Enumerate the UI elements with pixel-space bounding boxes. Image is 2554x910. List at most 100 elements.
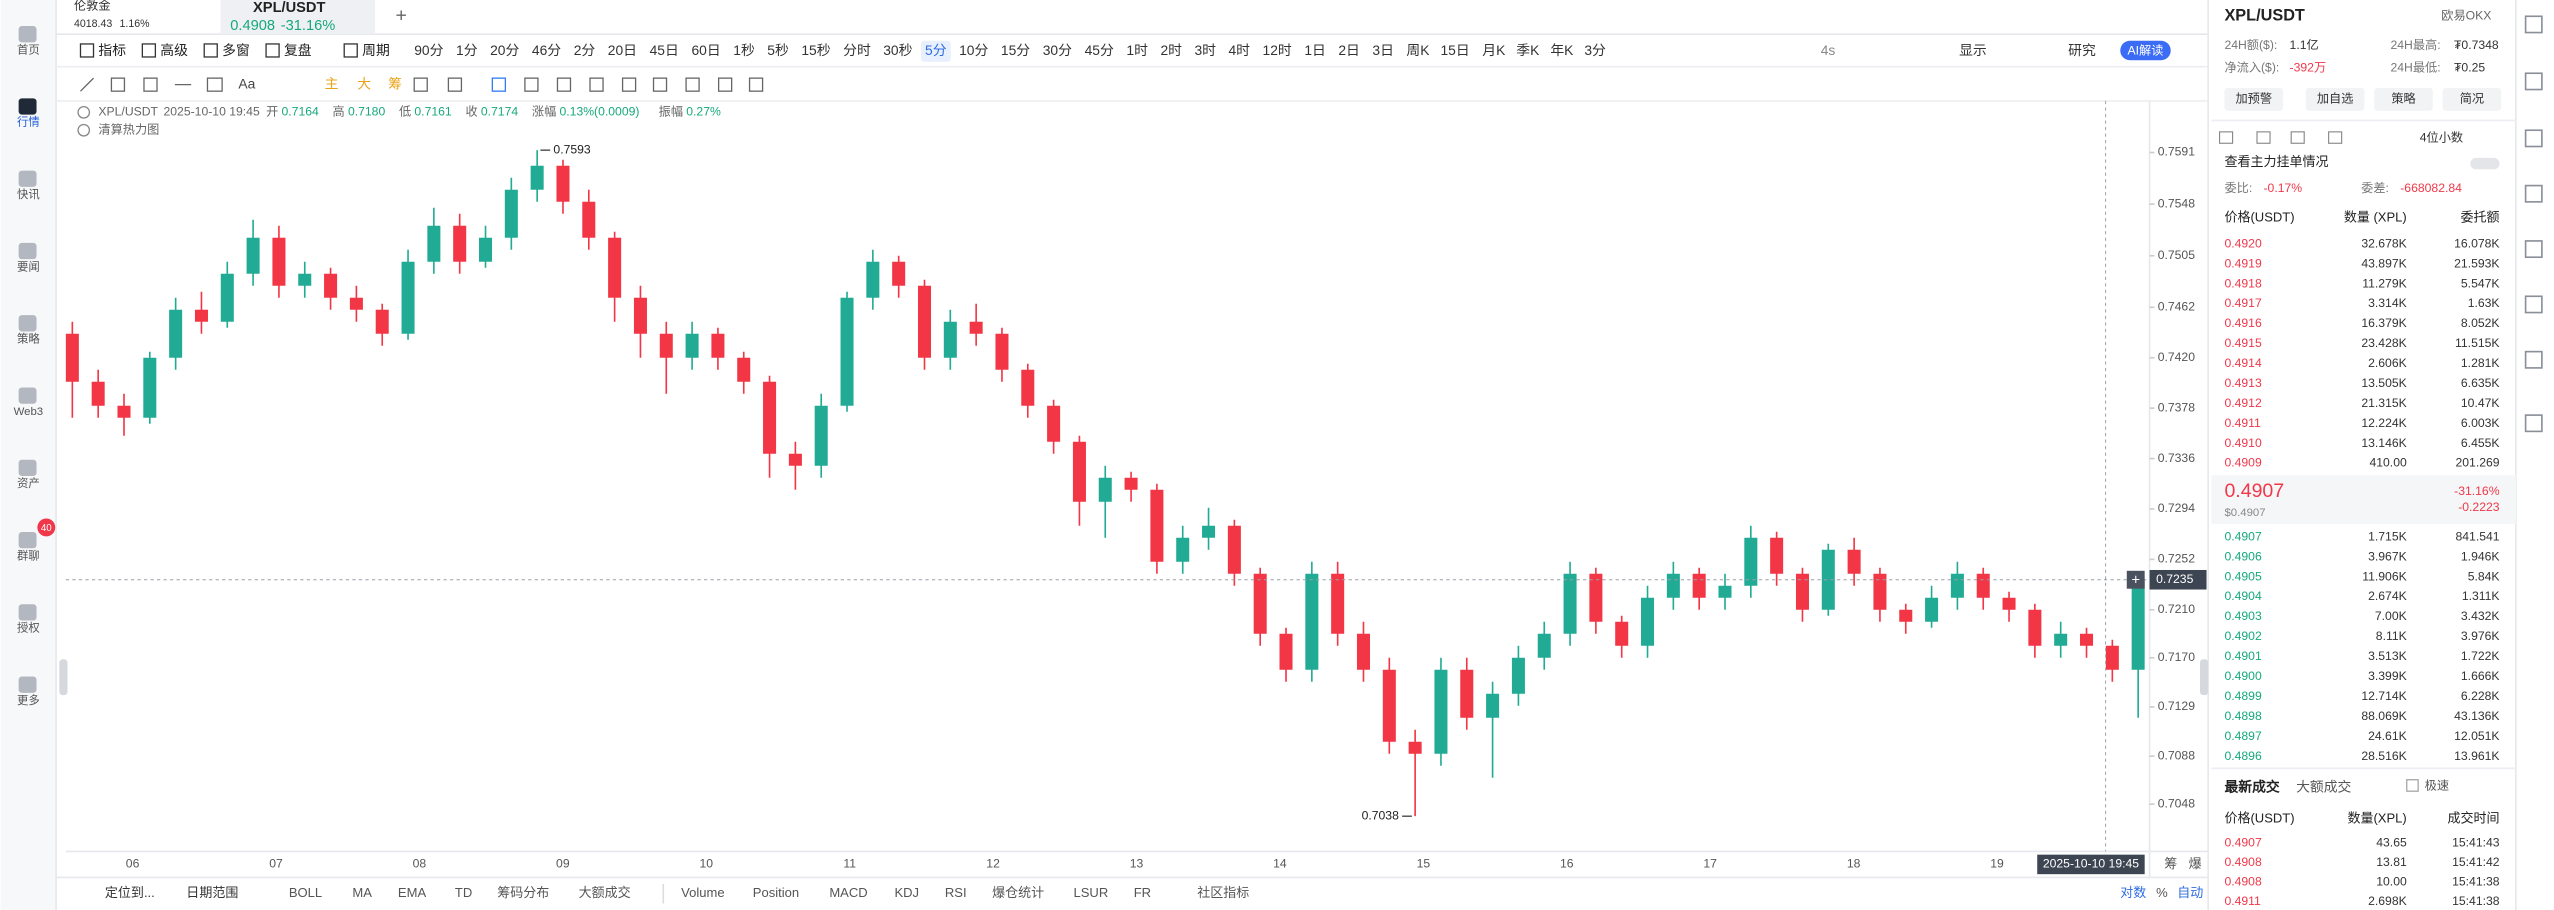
precision-select[interactable]: 4位小数 [2420,130,2463,145]
icon[interactable] [447,77,463,92]
scale-option[interactable]: 自动 [2177,885,2203,900]
draw-tool[interactable]: Aa [238,75,255,91]
toolbar-button[interactable]: 指标 [98,42,126,58]
locate-button[interactable]: 定位到... [105,885,155,900]
icon[interactable] [652,77,668,92]
toggle[interactable] [2470,157,2500,170]
sub-indicator[interactable]: FR [1134,885,1151,900]
collapse-handle[interactable] [2200,659,2209,696]
sub-indicator[interactable]: KDJ [894,885,919,900]
panel-button-bg[interactable] [2305,87,2365,111]
fast-option[interactable]: 极速 [2425,778,2449,792]
crosshair-plus-bg[interactable] [2126,570,2145,589]
depth-link[interactable]: 查看主力挂单情况 [2224,154,2328,169]
exchange[interactable]: 欧易OKX [2441,8,2491,22]
toolbar-right[interactable]: 4s [1821,42,1836,58]
toolbar-button[interactable]: 多窗 [222,42,250,58]
nav-label[interactable]: 首页 [17,42,40,56]
panel-button-bg[interactable] [2224,87,2284,111]
icon[interactable] [685,77,700,92]
icon[interactable] [143,77,158,92]
period-button[interactable]: 45日 [650,42,679,58]
checkbox[interactable] [2406,779,2419,792]
icon[interactable] [2524,15,2543,34]
axis-tag[interactable]: 爆 [2189,856,2202,871]
panel-button-bg[interactable] [2374,87,2433,111]
period-button[interactable]: 1秒 [733,42,755,58]
period-button[interactable]: 2时 [1160,42,1182,58]
period-button[interactable]: 1分 [456,42,478,58]
icon[interactable] [2524,295,2543,314]
main-indicator[interactable]: TD [455,885,472,900]
icon[interactable] [2524,72,2543,91]
sub-indicator[interactable]: LSUR [1074,885,1109,900]
icon[interactable] [80,77,94,92]
icon[interactable] [2524,129,2543,148]
nav-icon[interactable] [18,387,37,404]
add-tab[interactable]: + [395,4,406,26]
icon[interactable] [717,77,733,92]
period-button[interactable]: 30秒 [883,42,912,58]
book-view-icon[interactable] [2290,131,2305,144]
panel-button[interactable]: 加预警 [2235,91,2272,106]
nav-label[interactable]: 资产 [17,476,40,490]
period-button[interactable]: 2日 [1338,42,1360,58]
toolbar-button[interactable]: 高级 [160,42,188,58]
panel-button-bg[interactable] [2442,87,2502,111]
panel-button[interactable]: 加自选 [2317,92,2354,106]
trade-tab[interactable]: 大额成交 [2296,779,2351,795]
period-button[interactable]: 2分 [574,42,596,58]
sub-indicator[interactable]: MACD [829,885,867,900]
period-button[interactable]: 30分 [1043,42,1072,58]
period-button[interactable]: 1时 [1126,42,1148,58]
draw-tool[interactable]: 筹 [388,75,402,91]
nav-icon[interactable] [18,532,37,549]
nav-label[interactable]: 行情 [17,116,40,129]
period-button[interactable]: 90分 [414,42,443,58]
panel-button[interactable]: 策略 [2391,91,2415,106]
period-button[interactable]: 季K [1516,42,1540,58]
period-button[interactable]: 5分 [925,42,947,58]
period-button[interactable]: 15秒 [801,42,830,58]
axis-tag[interactable]: 筹 [2164,856,2177,871]
period-button[interactable]: 3分 [1584,42,1606,58]
icon[interactable] [748,77,764,92]
main-indicator[interactable]: 大额成交 [579,885,631,900]
period-button[interactable]: 年K [1550,42,1574,58]
ai-button-bg[interactable] [2120,40,2171,61]
nav-label[interactable]: 更多 [17,693,40,707]
draw-tool[interactable]: 大 [357,75,371,91]
period-button[interactable]: 46分 [532,42,561,58]
period-button[interactable]: 周K [1406,42,1430,58]
icon[interactable] [2524,414,2543,433]
scale-option[interactable]: 对数 [2120,885,2146,900]
nav-icon[interactable] [18,242,37,260]
period-button[interactable]: 1日 [1304,42,1326,58]
period-button[interactable]: 45分 [1085,42,1114,58]
eye-icon[interactable] [77,105,91,119]
toolbar-button[interactable]: 复盘 [284,42,312,58]
icon[interactable] [2524,240,2543,259]
main-indicator[interactable]: 筹码分布 [497,885,549,900]
main-indicator[interactable]: EMA [398,885,427,900]
main-indicator[interactable]: BOLL [289,885,322,900]
period-button[interactable]: 分时 [843,42,871,58]
period-button[interactable]: 5秒 [767,42,789,58]
sub-indicator[interactable]: 社区指标 [1197,885,1249,900]
icon[interactable] [206,77,223,92]
icon[interactable] [2524,184,2543,203]
ai-button[interactable]: AI解读 [2128,43,2164,57]
panel-button[interactable]: 简况 [2460,92,2484,106]
nav-label[interactable]: 授权 [17,621,40,635]
sub-indicator[interactable]: Position [753,885,799,900]
icon[interactable] [524,77,539,92]
nav-icon[interactable] [18,170,37,187]
sub-indicator[interactable]: RSI [945,885,967,900]
nav-icon[interactable] [18,676,37,693]
nav-icon[interactable] [18,26,37,43]
nav-icon[interactable] [18,604,37,621]
icon[interactable] [413,77,428,92]
nav-label[interactable]: 策略 [17,332,40,346]
period-button[interactable]: 12时 [1263,42,1292,58]
period-button[interactable]: 20日 [608,42,637,58]
